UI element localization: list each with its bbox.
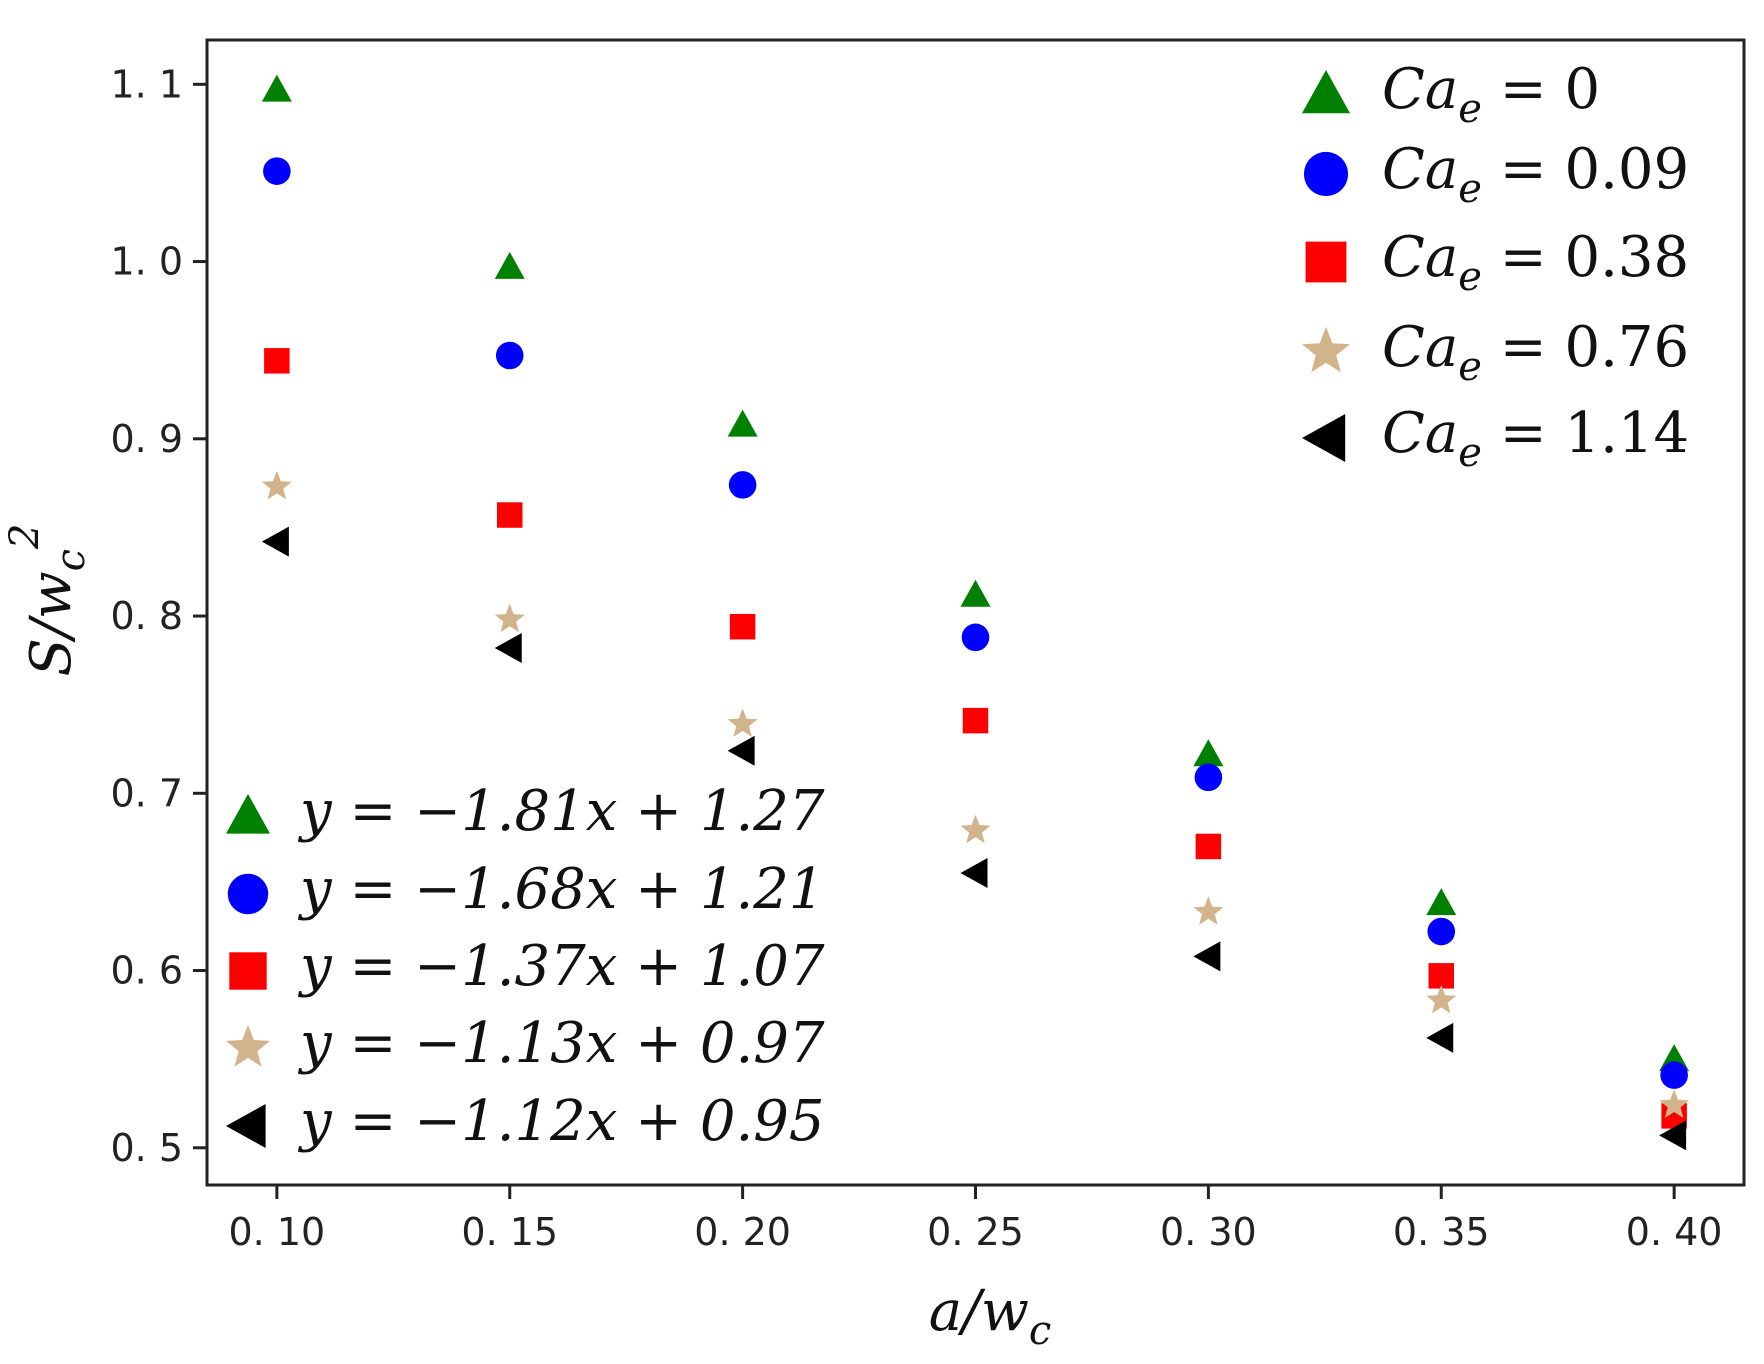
legend-label-ca: Cae = 0.38 <box>1382 225 1689 300</box>
data-point-square-2-0 <box>264 348 290 374</box>
legend-fit-equation: y = −1.68x + 1.21 <box>297 857 825 922</box>
legend-marker-square <box>1305 241 1347 283</box>
x-tick-label: 0. 20 <box>694 1210 791 1254</box>
legend-label-prefix: Ca <box>1382 57 1458 122</box>
legend-label-subscript: e <box>1458 344 1482 390</box>
y-tick-label: 1. 1 <box>110 62 183 106</box>
data-point-triangle-up-0-2 <box>727 409 758 437</box>
data-point-star-3-4 <box>1193 896 1224 925</box>
data-point-triangle-left-4-6 <box>1659 1120 1687 1151</box>
data-point-square-2-4 <box>1195 833 1222 860</box>
data-point-triangle-left-4-1 <box>494 632 522 663</box>
legend-label-subscript: e <box>1458 166 1482 212</box>
legend-fit-marker-star <box>226 1024 270 1067</box>
legend-fit-equation: y = −1.37x + 1.07 <box>297 934 825 999</box>
data-point-square-2-3 <box>962 707 989 734</box>
x-tick-label: 0. 10 <box>229 1210 326 1254</box>
legend-marker-circle <box>1303 151 1349 197</box>
legend-label-value: 1.14 <box>1564 401 1689 466</box>
legend-label-prefix: Ca <box>1382 315 1458 380</box>
x-tick-label: 0. 40 <box>1626 1210 1723 1254</box>
legend-marker-star <box>1302 326 1350 373</box>
legend-label-ca: Cae = 0.76 <box>1382 315 1689 390</box>
data-point-circle-1-2 <box>728 471 757 499</box>
legend-label-prefix: Ca <box>1382 401 1458 466</box>
legend-label-value: 0 <box>1564 57 1600 122</box>
data-point-star-3-0 <box>261 470 292 500</box>
y-tick-label: 0. 7 <box>110 771 183 815</box>
legend-marker-triangle-up <box>1302 70 1350 114</box>
legend-fit-marker-circle <box>227 873 269 915</box>
data-point-star-3-5 <box>1426 984 1457 1014</box>
y-tick-label: 0. 8 <box>110 594 183 638</box>
data-point-triangle-up-0-4 <box>1193 739 1224 767</box>
y-tick-label: 0. 9 <box>110 417 183 461</box>
legend-label-equals: = <box>1482 315 1565 380</box>
legend-label-equals: = <box>1482 137 1565 202</box>
legend-marker-triangle-left <box>1302 414 1346 462</box>
y-tick-label: 1. 0 <box>110 240 183 284</box>
data-point-square-2-2 <box>729 613 756 640</box>
data-point-circle-1-1 <box>495 341 524 370</box>
data-point-triangle-up-0-0 <box>261 74 292 102</box>
data-point-circle-1-4 <box>1194 763 1223 792</box>
data-point-triangle-up-0-3 <box>960 579 991 607</box>
data-points <box>261 74 1690 1151</box>
data-point-circle-1-6 <box>1660 1061 1688 1089</box>
data-point-triangle-left-4-2 <box>727 735 755 766</box>
x-axis-title: a/wc <box>929 1279 1052 1354</box>
x-axis: 0. 10 0. 15 0. 20 0. 25 0. 30 0. 35 0. 40 <box>229 1185 1723 1254</box>
legend-label-ca: Cae = 0 <box>1382 57 1600 132</box>
data-point-triangle-left-4-4 <box>1193 941 1221 972</box>
data-point-triangle-left-4-0 <box>261 526 289 557</box>
data-point-circle-1-5 <box>1427 917 1456 946</box>
data-point-star-3-1 <box>494 603 525 633</box>
x-tick-label: 0. 15 <box>461 1210 558 1254</box>
legend-label-equals: = <box>1482 57 1565 122</box>
legend-fit-marker-square <box>229 952 267 990</box>
data-point-square-2-1 <box>496 502 523 528</box>
data-point-circle-1-0 <box>263 157 291 185</box>
legend-fit-equation: y = −1.81x + 1.27 <box>297 779 825 844</box>
legend-label-ca: Cae = 0.09 <box>1382 137 1689 212</box>
y-axis: 0. 5 0. 6 0. 7 0. 8 0. 9 1. 0 1. 1 <box>110 62 207 1170</box>
legend-label-equals: = <box>1482 401 1565 466</box>
y-tick-label: 0. 5 <box>110 1126 183 1170</box>
legend-label-value: 0.38 <box>1564 225 1689 290</box>
data-point-triangle-up-0-1 <box>494 251 525 279</box>
legend-label-value: 0.76 <box>1564 315 1689 380</box>
legend-fit-marker-triangle-up <box>226 794 270 834</box>
legend-label-prefix: Ca <box>1382 137 1458 202</box>
data-point-square-2-5 <box>1428 963 1455 989</box>
legend-label-subscript: e <box>1458 430 1482 476</box>
legend-label-ca: Cae = 1.14 <box>1382 401 1689 476</box>
data-point-star-3-6 <box>1659 1089 1690 1118</box>
data-point-triangle-left-4-3 <box>960 858 988 889</box>
data-point-triangle-left-4-5 <box>1426 1022 1454 1053</box>
legend-label-prefix: Ca <box>1382 225 1458 290</box>
data-point-circle-1-3 <box>961 623 990 652</box>
legend-fit-equation: y = −1.12x + 0.95 <box>297 1089 825 1154</box>
x-tick-label: 0. 25 <box>927 1210 1024 1254</box>
legend-fit-marker-triangle-left <box>226 1104 266 1148</box>
legend-linear-fits: y = −1.81x + 1.27 y = −1.68x + 1.21 y = −1… <box>226 779 825 1154</box>
x-tick-label: 0. 30 <box>1160 1210 1257 1254</box>
data-point-star-3-3 <box>960 814 991 844</box>
data-point-star-3-2 <box>727 708 758 737</box>
x-tick-label: 0. 35 <box>1393 1210 1490 1254</box>
y-tick-label: 0. 6 <box>110 949 183 993</box>
legend-fit-equation: y = −1.13x + 0.97 <box>297 1011 825 1076</box>
legend-label-value: 0.09 <box>1564 137 1689 202</box>
data-point-triangle-up-0-5 <box>1426 888 1457 916</box>
y-axis-title: S/wc2 <box>2 523 94 676</box>
legend-label-equals: = <box>1482 225 1565 290</box>
legend-label-subscript: e <box>1458 86 1482 132</box>
legend-label-subscript: e <box>1458 254 1482 300</box>
